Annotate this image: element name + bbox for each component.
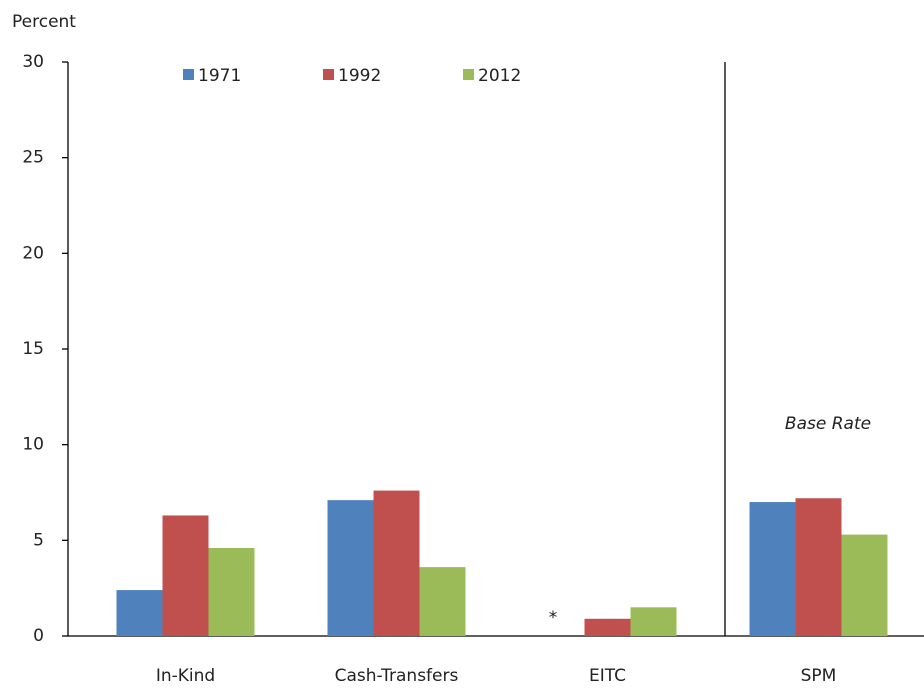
y-tick-label: 20 bbox=[22, 243, 44, 263]
y-tick-label: 10 bbox=[22, 435, 44, 455]
bar bbox=[419, 567, 466, 636]
bar bbox=[630, 607, 677, 636]
y-tick-label: 30 bbox=[22, 52, 44, 72]
annotation: Base Rate bbox=[785, 414, 871, 434]
legend-label: 1992 bbox=[338, 66, 381, 86]
annotation: * bbox=[549, 608, 558, 628]
y-tick-label: 0 bbox=[33, 626, 44, 646]
legend-swatch bbox=[463, 69, 474, 80]
bar bbox=[116, 590, 163, 636]
bar bbox=[208, 547, 255, 636]
bar bbox=[162, 515, 209, 636]
bar bbox=[795, 498, 842, 636]
y-tick-label: 25 bbox=[22, 148, 44, 168]
bar bbox=[373, 490, 420, 636]
bar bbox=[749, 502, 796, 636]
y-axis-label: Percent bbox=[12, 12, 76, 32]
y-tick-label: 15 bbox=[22, 339, 44, 359]
x-tick-label: SPM bbox=[801, 666, 837, 686]
x-tick-label: Cash-Transfers bbox=[335, 666, 459, 686]
bar bbox=[327, 500, 374, 636]
legend-label: 2012 bbox=[478, 66, 521, 86]
x-tick-label: In-Kind bbox=[156, 666, 215, 686]
x-tick-label: EITC bbox=[589, 666, 626, 686]
bar bbox=[841, 534, 888, 636]
legend-label: 1971 bbox=[198, 66, 241, 86]
y-tick-label: 5 bbox=[33, 530, 44, 550]
legend-swatch bbox=[323, 69, 334, 80]
legend-swatch bbox=[183, 69, 194, 80]
bar bbox=[584, 618, 631, 636]
